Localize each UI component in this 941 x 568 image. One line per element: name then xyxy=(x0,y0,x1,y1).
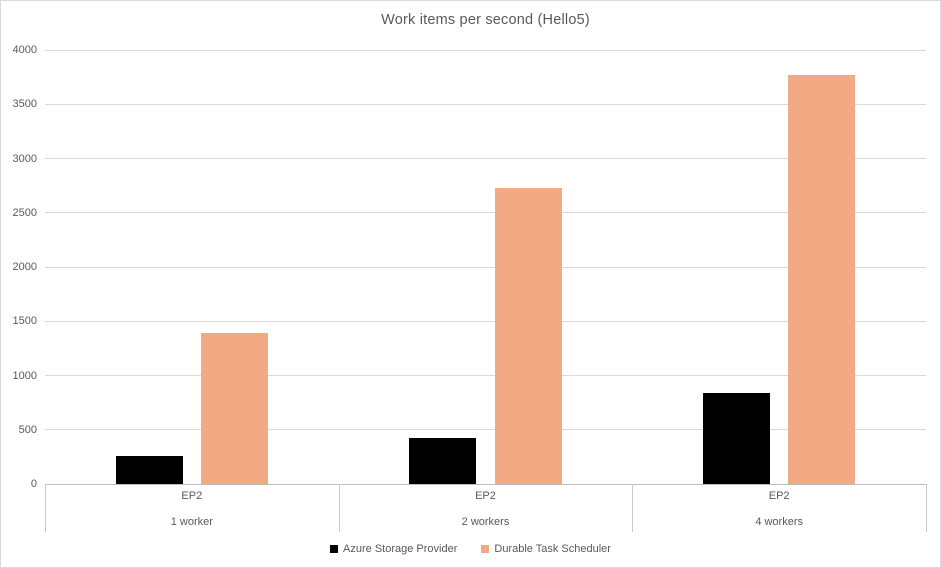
category-divider xyxy=(338,484,340,532)
bar-durable-task-scheduler xyxy=(200,333,268,484)
legend-item-durable-task-scheduler: Durable Task Scheduler xyxy=(481,543,611,555)
x-axis-line xyxy=(45,484,927,485)
category-divider xyxy=(926,484,927,532)
category-label-top: EP2 xyxy=(475,490,496,502)
category-label-bottom: 1 worker xyxy=(170,516,213,528)
legend: Azure Storage Provider Durable Task Sched… xyxy=(1,540,940,558)
y-tick-label: 2500 xyxy=(12,206,37,219)
bar-azure-storage-provider xyxy=(409,438,477,484)
legend-marker xyxy=(481,545,490,553)
category-label-bottom: 2 workers xyxy=(461,516,510,528)
y-tick-label: 3000 xyxy=(12,152,37,165)
gridline-1000 xyxy=(45,375,926,376)
y-tick-label: 3500 xyxy=(12,98,37,111)
category-divider xyxy=(45,484,46,532)
category-label-bottom: 4 workers xyxy=(755,516,803,528)
bar-azure-storage-provider xyxy=(115,455,183,484)
chart-title: Work items per second (Hello5) xyxy=(381,12,590,28)
category-divider xyxy=(632,484,634,532)
y-tick-label: 2000 xyxy=(12,261,37,273)
legend-label: Durable Task Scheduler xyxy=(494,543,611,555)
gridline-4000 xyxy=(45,49,926,51)
legend-item-azure-storage-provider: Azure Storage Provider xyxy=(330,543,457,555)
y-tick-label: 1500 xyxy=(12,315,37,328)
gridline-3000 xyxy=(45,158,926,159)
gridline-2500 xyxy=(45,212,926,214)
category-label-top: EP2 xyxy=(768,490,790,502)
gridline-2000 xyxy=(45,266,926,268)
gridline-3500 xyxy=(45,103,926,105)
y-tick-label: 0 xyxy=(30,478,37,490)
y-tick-label: 4000 xyxy=(12,44,37,56)
legend-label: Azure Storage Provider xyxy=(343,543,458,555)
category-label-top: EP2 xyxy=(181,490,203,502)
legend-marker xyxy=(330,545,339,553)
gridline-500 xyxy=(45,429,926,431)
y-tick-label: 500 xyxy=(18,423,37,436)
gridline-1500 xyxy=(45,320,926,322)
bar-durable-task-scheduler xyxy=(788,74,856,484)
bar-durable-task-scheduler xyxy=(494,187,562,484)
bar-azure-storage-provider xyxy=(703,392,771,484)
y-tick-label: 1000 xyxy=(12,369,37,382)
